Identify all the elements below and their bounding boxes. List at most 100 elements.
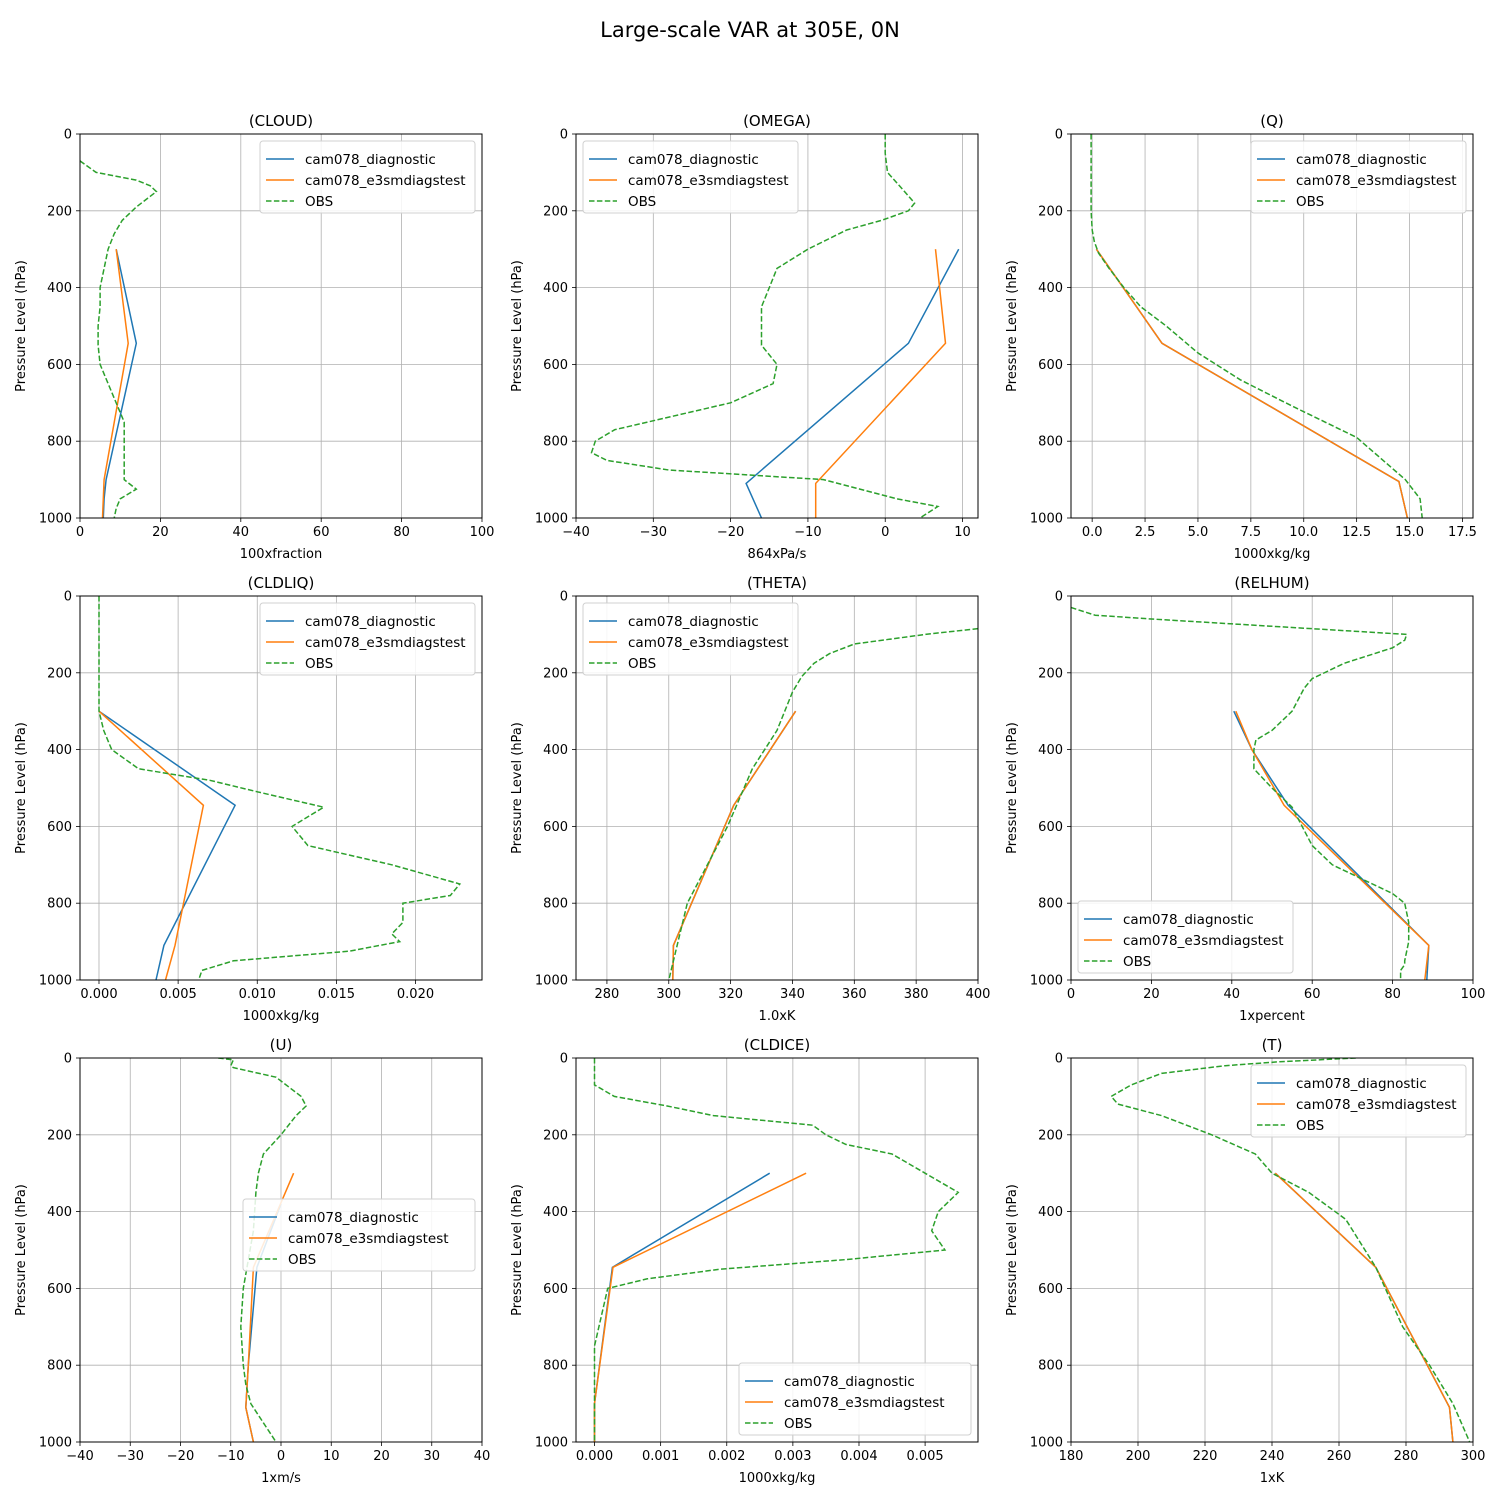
series-line-cam078_e3smdiagstest (1274, 1172, 1454, 1442)
x-axis-label: 1000xkg/kg (1234, 547, 1311, 562)
y-tick-label: 1000 (535, 1436, 568, 1451)
y-tick-label: 200 (1038, 1128, 1063, 1143)
legend-label: cam078_e3smdiagstest (628, 173, 789, 189)
x-tick-label: 100 (470, 525, 495, 540)
series-group (80, 160, 158, 518)
x-tick-label: 400 (966, 987, 991, 1002)
x-tick-label: 320 (718, 987, 743, 1002)
x-tick-label: −10 (217, 1449, 244, 1464)
y-tick-label: 800 (47, 435, 72, 450)
panel-cloud: 0 20 40 60 80 10002004006008001000(CLOUD)100x… (14, 112, 494, 562)
series-line-OBS (80, 160, 158, 518)
x-axis-label: 1xpercent (1239, 1009, 1305, 1024)
legend: cam078_diagnostic cam078_e3smdiagstest OBS (1250, 140, 1467, 214)
legend-label: OBS (305, 656, 333, 672)
x-tick-label: 60 (313, 525, 330, 540)
panel-title: (OMEGA) (743, 112, 811, 130)
x-tick-label: 7.5 (1240, 525, 1261, 540)
axes-frame (1070, 595, 1474, 981)
series-line-cam078_e3smdiagstest (814, 249, 947, 518)
series-line-cam078_e3smdiagstest (672, 710, 797, 980)
legend-label: cam078_e3smdiagstest (784, 1395, 945, 1411)
x-tick-label: 340 (780, 987, 805, 1002)
x-tick-label: 0.003 (774, 1449, 811, 1464)
x-tick-label: −30 (117, 1449, 144, 1464)
panel-title: (THETA) (747, 574, 807, 592)
x-tick-label: 300 (1461, 1449, 1486, 1464)
series-group (1110, 1058, 1471, 1442)
legend-label: cam078_diagnostic (305, 614, 436, 630)
legend-label: OBS (288, 1252, 316, 1268)
x-tick-label: 40 (1224, 987, 1241, 1002)
series-group (1071, 606, 1430, 980)
x-tick-label: −40 (562, 525, 589, 540)
series-line-cam078_diagnostic (102, 249, 138, 518)
y-tick-label: 600 (47, 820, 72, 835)
series-line-OBS (1071, 606, 1410, 980)
y-tick-label: 0 (64, 128, 72, 143)
legend-box (242, 1198, 476, 1272)
y-tick-label: 1000 (535, 512, 568, 527)
series-line-OBS (590, 134, 940, 518)
x-axis-label: 1.0xK (759, 1009, 796, 1024)
y-tick-label: 1000 (1030, 974, 1063, 989)
x-tick-label: 12.5 (1342, 525, 1371, 540)
y-tick-label: 1000 (39, 1436, 72, 1451)
legend-label: cam078_diagnostic (628, 614, 759, 630)
x-axis-label: 864xPa/s (748, 547, 807, 562)
legend-box (259, 602, 476, 676)
panel-omega: −40 −30 −20 −10 0 1002004006008001000(OMEGA)8… (510, 112, 979, 562)
panel-title: (CLOUD) (249, 112, 313, 130)
legend-label: cam078_diagnostic (288, 1210, 419, 1226)
y-tick-label: 0 (64, 590, 72, 605)
y-tick-label: 400 (543, 743, 568, 758)
panel-q: 0.0 2.5 5.0 7.5 10.0 12.5 15.0 17.5 0 200 400 600 80… (1005, 112, 1477, 562)
x-tick-label: −10 (794, 525, 821, 540)
y-axis-label: Pressure Level (hPa) (14, 1184, 29, 1316)
panel-title: (CLDLIQ) (248, 574, 315, 592)
axes-frame (575, 1057, 979, 1443)
y-tick-label: 800 (543, 897, 568, 912)
series-line-cam078_diagnostic (98, 710, 237, 980)
y-tick-label: 0 (560, 128, 568, 143)
legend-label: cam078_diagnostic (1296, 1076, 1427, 1092)
series-line-cam078_diagnostic (745, 248, 960, 518)
x-axis-label: 100xfraction (240, 547, 322, 562)
y-axis-label: Pressure Level (hPa) (1005, 722, 1020, 854)
x-tick-label: 280 (595, 987, 620, 1002)
axes-frame (575, 133, 979, 519)
x-tick-label: −40 (66, 1449, 93, 1464)
panel-relhum: 0 20 40 60 80 10002004006008001000(RELHUM)1xp… (1005, 574, 1485, 1024)
panel-t: 180 200 220 240 260 280 300 0 200 400 600 800 1000 (T… (1005, 1036, 1485, 1486)
y-axis-label: Pressure Level (hPa) (14, 260, 29, 392)
x-axis-label: 1xK (1260, 1471, 1285, 1486)
legend: cam078_diagnostic cam078_e3smdiagstest OBS (582, 140, 799, 214)
series-line-OBS (98, 596, 462, 980)
x-tick-label: 80 (1384, 987, 1401, 1002)
y-tick-label: 400 (1038, 1205, 1063, 1220)
legend-label: cam078_diagnostic (628, 152, 759, 168)
legend-label: cam078_e3smdiagstest (1296, 173, 1457, 189)
axes-frame (79, 133, 483, 519)
x-tick-label: 100 (1461, 987, 1486, 1002)
y-axis-label: Pressure Level (hPa) (14, 722, 29, 854)
x-axis-label: 1000xkg/kg (243, 1009, 320, 1024)
x-tick-label: 80 (393, 525, 410, 540)
x-tick-label: 30 (423, 1449, 440, 1464)
x-tick-label: 260 (1327, 1449, 1352, 1464)
panel-title: (Q) (1260, 112, 1284, 130)
y-axis-label: Pressure Level (hPa) (1005, 260, 1020, 392)
legend: cam078_diagnostic cam078_e3smdiagstest OBS (582, 602, 799, 676)
y-tick-label: 800 (1038, 897, 1063, 912)
legend: cam078_diagnostic cam078_e3smdiagstest OBS (242, 1198, 476, 1272)
x-tick-label: 10 (954, 525, 971, 540)
legend-label: cam078_e3smdiagstest (1296, 1097, 1457, 1113)
legend-box (259, 140, 476, 214)
x-tick-label: 280 (1394, 1449, 1419, 1464)
y-tick-label: 200 (47, 666, 72, 681)
x-axis-label: 1000xkg/kg (739, 1471, 816, 1486)
y-tick-label: 1000 (1030, 1436, 1063, 1451)
panel-title: (RELHUM) (1234, 574, 1309, 592)
legend: cam078_diagnostic cam078_e3smdiagstest OBS (1250, 1064, 1467, 1138)
legend-box (1077, 900, 1294, 974)
